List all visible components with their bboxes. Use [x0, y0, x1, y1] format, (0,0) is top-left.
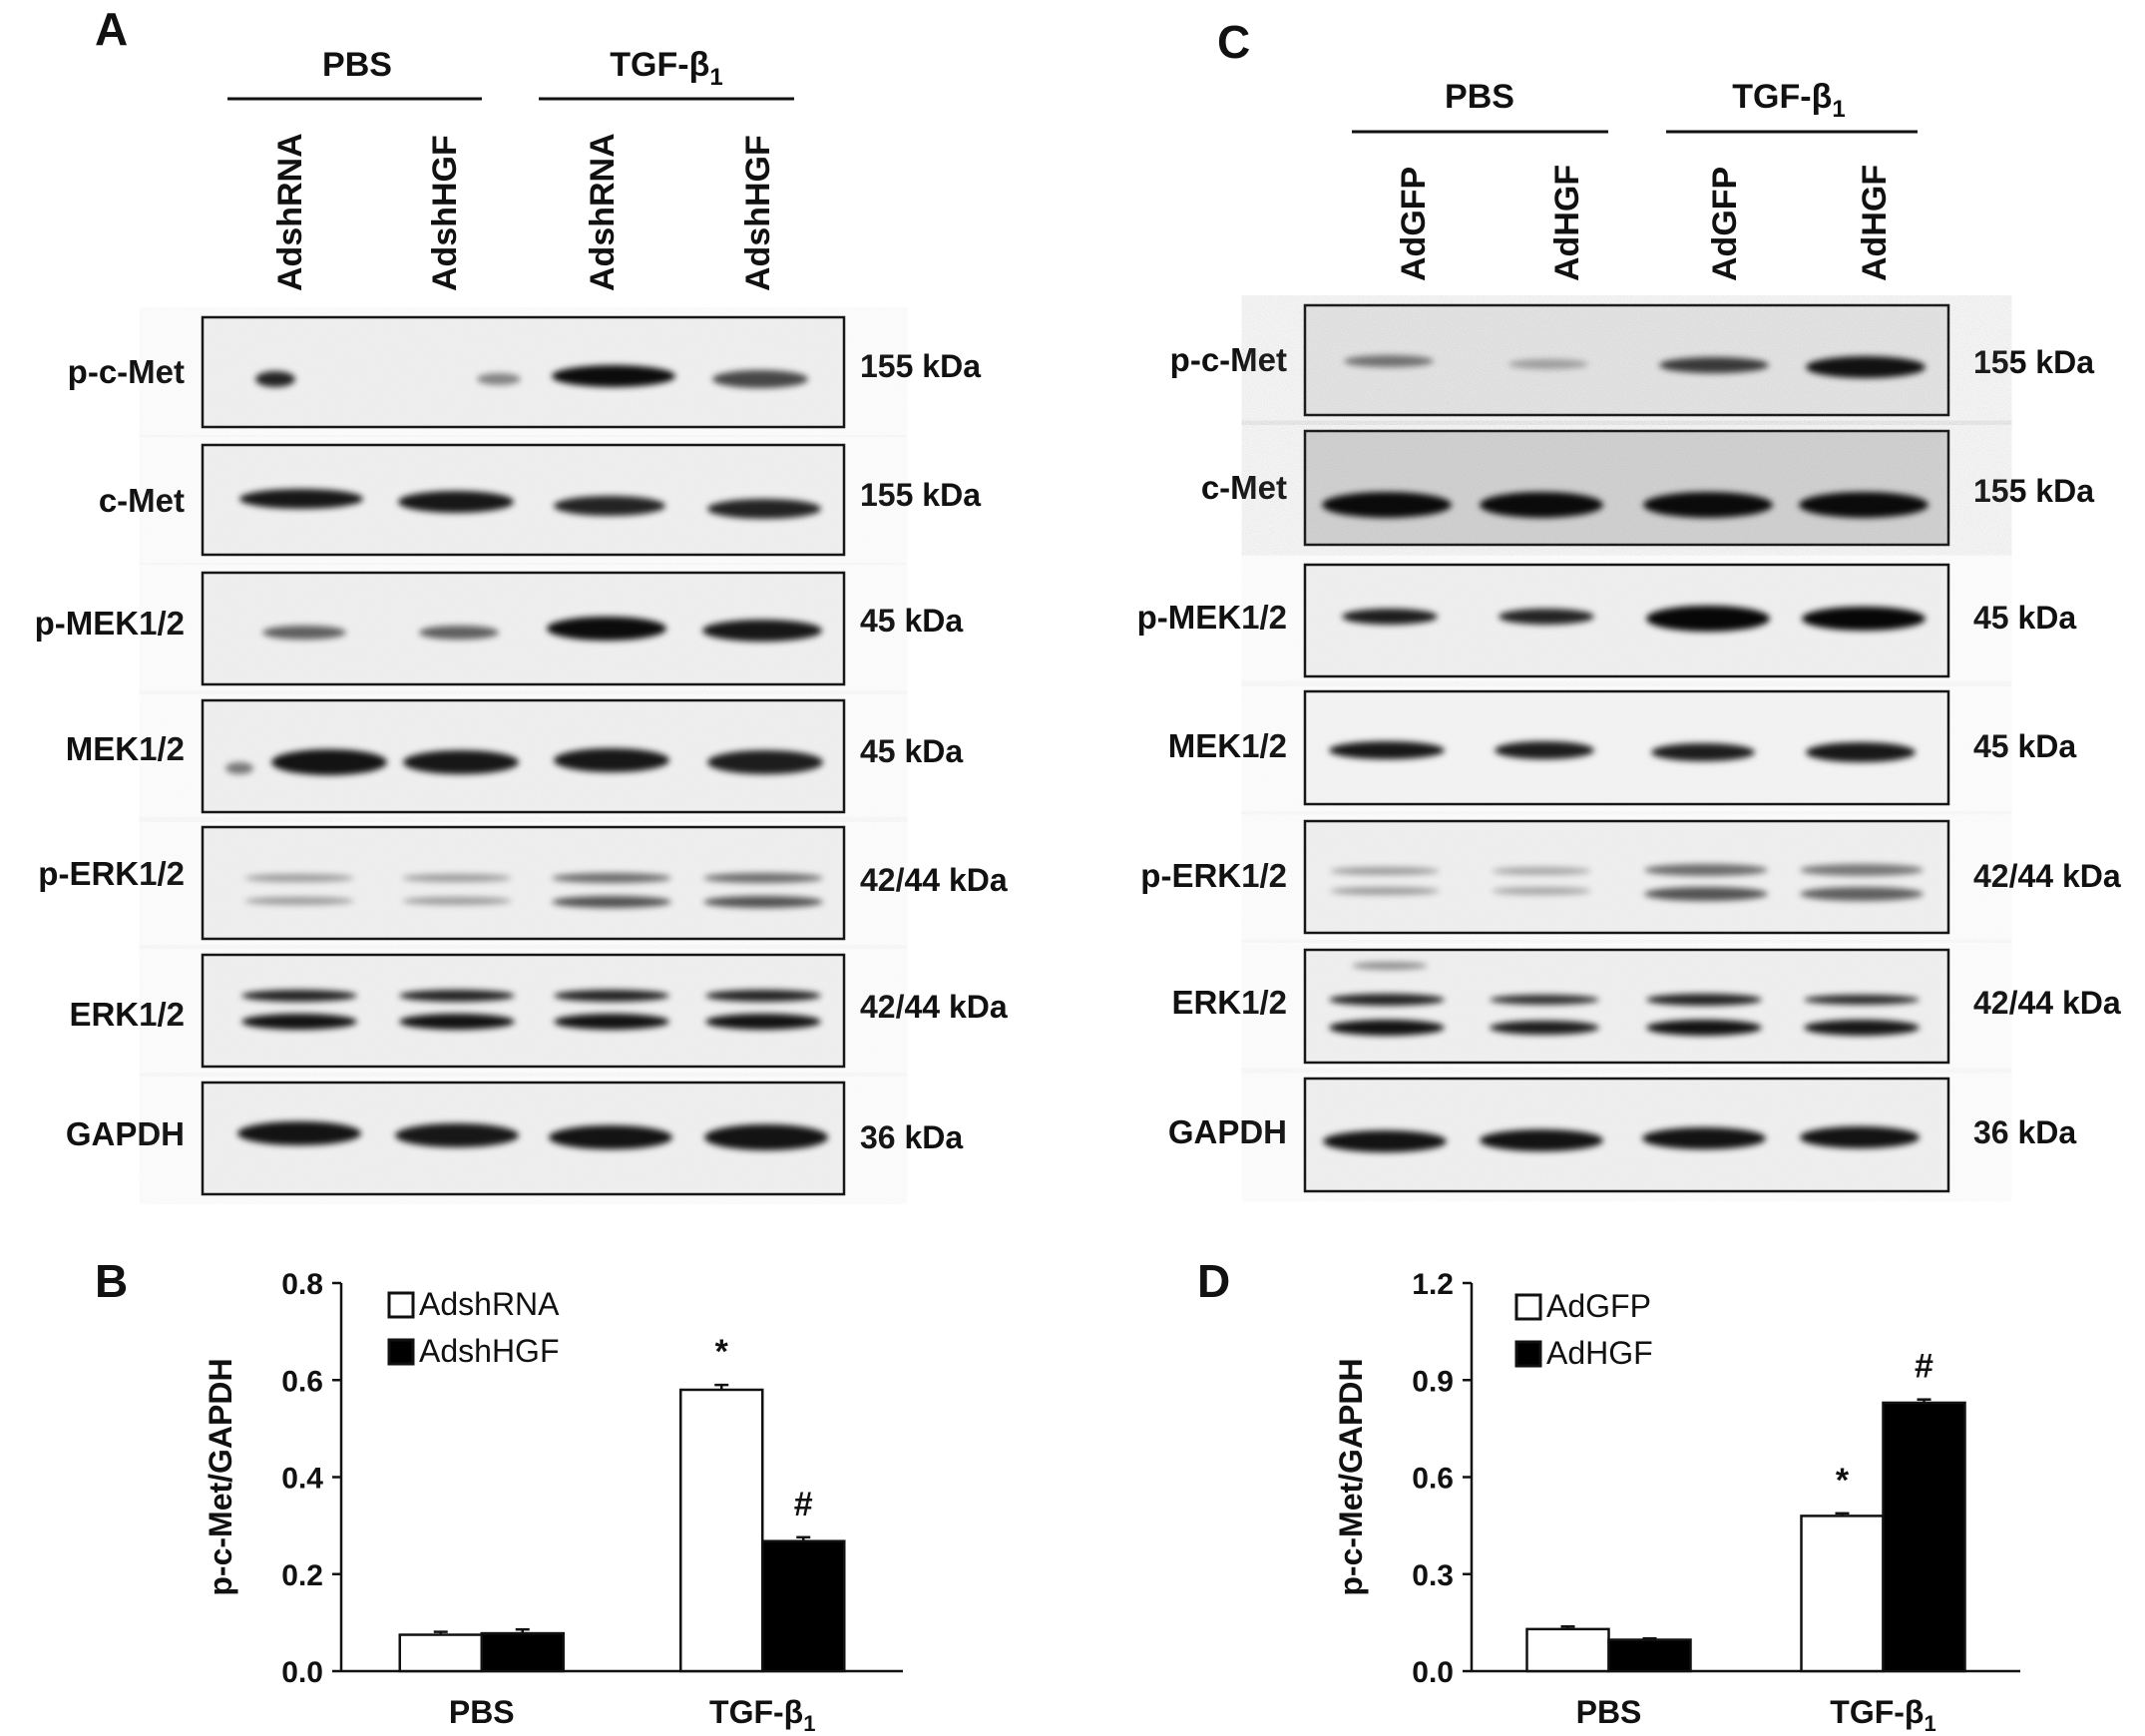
- legend-swatch: [1514, 1340, 1542, 1368]
- kda-label-a-erk: 42/44 kDa: [860, 989, 1008, 1025]
- blot-strip-c-mek: [1303, 689, 1950, 806]
- blot-strip-c-erk: [1303, 948, 1950, 1065]
- bar: [679, 1388, 764, 1673]
- kda-label-c-gapdh: 36 kDa: [1973, 1114, 2076, 1150]
- blot-label-a-p-c-met: p-c-Met: [68, 353, 185, 390]
- kda-label-c-p-erk: 42/44 kDa: [1973, 858, 2121, 894]
- kda-label-c-mek: 45 kDa: [1973, 728, 2076, 764]
- blot-label-c-p-mek: p-MEK1/2: [1137, 599, 1287, 636]
- bar: [1525, 1627, 1610, 1673]
- bar: [1800, 1515, 1885, 1673]
- lane-label-a3: AdshRNA: [584, 133, 622, 291]
- lane-label-c3: AdGFP: [1706, 167, 1744, 281]
- significance-mark: *: [1836, 1462, 1850, 1500]
- blot-label-c-mek: MEK1/2: [1168, 727, 1287, 764]
- legend-swatch: [1514, 1293, 1542, 1321]
- blot-label-a-erk: ERK1/2: [69, 996, 185, 1033]
- blot-label-a-p-mek: p-MEK1/2: [35, 605, 185, 642]
- legend-label: AdHGF: [1546, 1335, 1653, 1371]
- x-tick-label: TGF-β1: [709, 1694, 815, 1736]
- legend-label: AdGFP: [1546, 1288, 1651, 1324]
- kda-label-a-p-c-met: 155 kDa: [860, 348, 981, 384]
- legend-label: AdshHGF: [419, 1333, 559, 1369]
- panel-letter-d: D: [1197, 1255, 1230, 1307]
- blot-label-c-gapdh: GAPDH: [1168, 1113, 1287, 1150]
- blot-strip-a-p-erk: [201, 825, 846, 941]
- kda-label-c-p-mek: 45 kDa: [1973, 600, 2076, 636]
- blot-strip-a-p-c-met: [201, 315, 846, 429]
- kda-label-c-p-c-met: 155 kDa: [1973, 344, 2094, 380]
- panel-a: A PBS TGF-β1 AdshRNA AdshHGF AdshRNA Ads…: [35, 3, 1008, 1196]
- blot-label-c-c-met: c-Met: [1201, 469, 1287, 506]
- group-label-pbs: PBS: [1445, 78, 1514, 116]
- kda-label-a-p-erk: 42/44 kDa: [860, 862, 1008, 898]
- blot-label-c-erk: ERK1/2: [1171, 984, 1287, 1021]
- bar: [1607, 1638, 1692, 1673]
- lane-label-c1: AdGFP: [1395, 167, 1433, 281]
- significance-mark: *: [715, 1333, 729, 1371]
- blot-strip-c-p-c-met: [1303, 303, 1950, 417]
- blot-strip-c-c-met: [1303, 429, 1950, 547]
- lane-label-a1: AdshRNA: [271, 133, 309, 291]
- bar: [1882, 1401, 1966, 1673]
- significance-mark: #: [1915, 1348, 1933, 1386]
- y-tick-label: 0.8: [281, 1268, 323, 1301]
- blot-strip-c-p-mek: [1303, 563, 1950, 678]
- lane-label-a2: AdshHGF: [426, 135, 464, 291]
- y-tick-label: 0.0: [1412, 1656, 1454, 1689]
- y-tick-label: 0.9: [1412, 1365, 1454, 1398]
- blot-strip-a-c-met: [201, 443, 846, 557]
- group-label-pbs: PBS: [322, 46, 392, 84]
- y-tick-label: 1.2: [1412, 1268, 1454, 1301]
- y-axis-label: p-c-Met/GAPDH: [1333, 1358, 1369, 1595]
- bar: [480, 1631, 565, 1673]
- blot-strip-a-erk: [201, 953, 846, 1069]
- y-tick-label: 0.4: [281, 1463, 323, 1496]
- blot-strip-a-mek: [201, 698, 846, 814]
- blot-label-a-p-erk: p-ERK1/2: [38, 855, 185, 892]
- lane-label-c4: AdHGF: [1856, 165, 1894, 281]
- y-tick-label: 0.6: [281, 1365, 323, 1398]
- x-tick-label: PBS: [449, 1694, 515, 1730]
- kda-label-c-c-met: 155 kDa: [1973, 473, 2094, 509]
- legend-swatch: [387, 1338, 415, 1366]
- bar: [761, 1539, 846, 1673]
- kda-label-a-c-met: 155 kDa: [860, 477, 981, 513]
- y-tick-label: 0.2: [281, 1559, 323, 1592]
- blot-label-c-p-c-met: p-c-Met: [1170, 341, 1287, 378]
- group-label-tgf: TGF-β1: [610, 46, 722, 91]
- blot-strip-a-p-mek: [201, 571, 846, 686]
- panel-letter-a: A: [95, 3, 128, 55]
- group-label-tgf: TGF-β1: [1732, 78, 1845, 123]
- y-tick-label: 0.6: [1412, 1463, 1454, 1496]
- y-axis-label: p-c-Met/GAPDH: [203, 1358, 238, 1595]
- blot-strip-a-gapdh: [201, 1081, 846, 1196]
- y-tick-label: 0.0: [281, 1656, 323, 1689]
- y-tick-label: 0.3: [1412, 1559, 1454, 1592]
- legend-swatch: [387, 1291, 415, 1319]
- bar-chart-d: 0.0 0.3 0.6 0.9 1.2 p-c-Met/GAPDH PBS * # TGF-β1 A…: [1333, 1268, 2020, 1736]
- blot-label-a-mek: MEK1/2: [66, 730, 185, 767]
- bar-chart-b: 0.0 0.2 0.4 0.6 0.8 p-c-Met/GAPDH PBS * # TGF-β1 A…: [203, 1268, 903, 1736]
- significance-mark: #: [794, 1486, 813, 1523]
- lane-label-a4: AdshHGF: [739, 135, 777, 291]
- bar: [398, 1633, 483, 1673]
- blot-strip-c-gapdh: [1303, 1077, 1950, 1193]
- x-tick-label: PBS: [1576, 1694, 1642, 1730]
- kda-label-c-erk: 42/44 kDa: [1973, 985, 2121, 1021]
- panel-letter-b: B: [95, 1255, 128, 1307]
- legend-label: AdshRNA: [419, 1286, 560, 1322]
- panel-letter-c: C: [1217, 16, 1250, 68]
- blot-label-a-c-met: c-Met: [99, 482, 185, 519]
- kda-label-a-gapdh: 36 kDa: [860, 1119, 963, 1155]
- x-tick-label: TGF-β1: [1830, 1694, 1935, 1736]
- blot-label-c-p-erk: p-ERK1/2: [1140, 857, 1287, 894]
- lane-label-c2: AdHGF: [1548, 165, 1586, 281]
- kda-label-a-mek: 45 kDa: [860, 733, 963, 769]
- panel-c: C PBS TGF-β1 AdGFP AdHGF AdGFP AdHGF p-c…: [1137, 16, 2121, 1193]
- kda-label-a-p-mek: 45 kDa: [860, 603, 963, 639]
- blot-label-a-gapdh: GAPDH: [66, 1115, 185, 1152]
- blot-strip-c-p-erk: [1303, 819, 1950, 935]
